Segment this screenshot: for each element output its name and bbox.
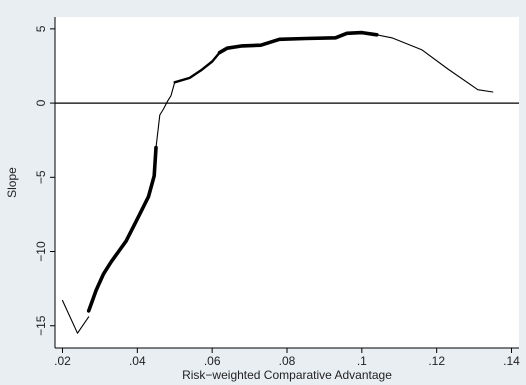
- y-tick-label: 5: [34, 25, 48, 32]
- x-tick-label: .1: [357, 354, 367, 368]
- series-line-segment: [217, 30, 379, 55]
- y-tick-label: 0: [34, 99, 48, 106]
- x-axis-title: Risk−weighted Comparative Advantage: [182, 368, 392, 382]
- y-tick-label: −5: [34, 170, 48, 184]
- series-line-segment: [376, 34, 494, 93]
- y-axis-title: Slope: [5, 167, 19, 198]
- series-line-segment: [173, 51, 221, 84]
- x-tick-label: .12: [428, 354, 445, 368]
- x-tick-label: .04: [129, 354, 146, 368]
- x-tick-label: .14: [503, 354, 520, 368]
- series-line-segment: [155, 81, 176, 149]
- y-tick-label: −10: [34, 241, 48, 262]
- series-line-segment: [86, 145, 158, 313]
- x-tick-label: .08: [279, 354, 296, 368]
- x-tick-label: .02: [54, 354, 71, 368]
- y-tick-label: −15: [34, 315, 48, 336]
- series-line-segment: [61, 299, 90, 334]
- plot-area: [55, 17, 519, 348]
- x-tick-label: .06: [204, 354, 221, 368]
